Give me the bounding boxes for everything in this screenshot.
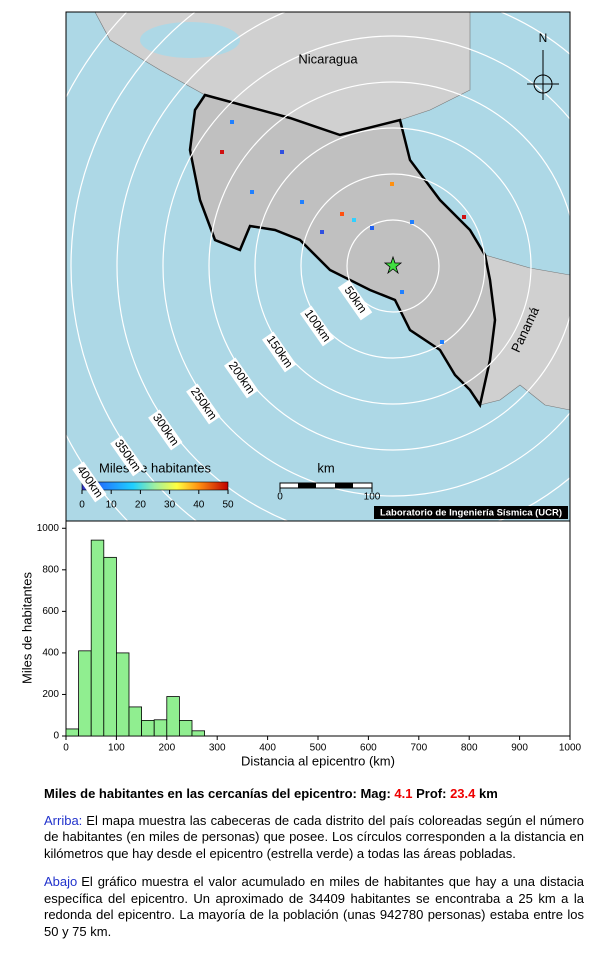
ring xyxy=(70,12,198,521)
ring xyxy=(162,35,570,497)
ring-label-bg xyxy=(299,305,335,347)
district xyxy=(390,182,394,186)
district xyxy=(370,226,374,230)
country-label: Nicaragua xyxy=(298,51,358,66)
text: Prof: xyxy=(416,786,447,801)
y-tick-label: 600 xyxy=(42,606,59,617)
y-tick-label: 0 xyxy=(53,731,59,742)
x-tick-label: 400 xyxy=(259,743,276,754)
ring-label-bg xyxy=(148,409,183,451)
district xyxy=(340,212,344,216)
colorbar-tick-label: 40 xyxy=(193,500,205,511)
ring-label-bg xyxy=(72,461,107,503)
x-tick-label: 300 xyxy=(209,743,226,754)
text: km xyxy=(479,786,498,801)
y-axis-label: Miles de habitantes xyxy=(19,571,34,684)
scalebar-tick-label: 100 xyxy=(364,492,381,503)
y-tick-label: 1000 xyxy=(37,523,60,534)
district xyxy=(220,150,224,154)
bar xyxy=(103,556,117,737)
ring xyxy=(300,173,486,359)
bar xyxy=(166,696,180,737)
rings xyxy=(66,12,570,521)
district xyxy=(462,215,466,219)
ring xyxy=(254,127,532,405)
ring-label-bg xyxy=(337,279,373,321)
colorbar xyxy=(81,481,229,491)
scalebar-tick-label: 0 xyxy=(277,492,283,503)
bar xyxy=(128,706,142,737)
lake xyxy=(140,22,240,58)
text: Miles de habitantes en las cercanías del… xyxy=(44,786,391,801)
colorbar-title: Miles de habitantes xyxy=(99,460,212,475)
colorbar-tick-label: 30 xyxy=(164,500,176,511)
y-tick-label: 400 xyxy=(42,648,59,659)
scalebar xyxy=(279,482,373,489)
bar xyxy=(191,730,206,737)
district xyxy=(410,220,414,224)
x-tick-label: 600 xyxy=(360,743,377,754)
ring-label-bg xyxy=(261,331,297,373)
bar xyxy=(178,720,193,737)
bar xyxy=(116,652,130,737)
lead: Arriba: xyxy=(44,812,83,828)
x-tick-label: 0 xyxy=(63,743,69,754)
caption-title: Miles de habitantes en las cercanías del… xyxy=(44,786,584,803)
mag: 4.1 xyxy=(394,786,413,801)
x-tick-label: 900 xyxy=(511,743,528,754)
text: El gráfico muestra el valor acumulado en… xyxy=(44,874,584,939)
colorbar-tick-label: 0 xyxy=(79,500,85,511)
map xyxy=(66,12,570,521)
district xyxy=(320,230,324,234)
x-axis-label: Distancia al epicentro (km) xyxy=(241,753,395,768)
x-tick-label: 800 xyxy=(461,743,478,754)
epicenter xyxy=(383,255,403,275)
bar xyxy=(153,719,168,737)
district xyxy=(280,150,284,154)
colorbar-tick-label: 10 xyxy=(106,500,118,511)
ring-label-bg xyxy=(186,383,221,425)
paragraph: Abajo El gráfico muestra el valor acumula… xyxy=(44,874,584,940)
plot-frame xyxy=(65,520,571,737)
ring-label-bg xyxy=(223,357,259,399)
figure: Nicaragua Panamá N Miles de habitantes k… xyxy=(19,11,582,768)
y-tick-label: 800 xyxy=(42,564,59,575)
text: El mapa muestra las cabeceras de cada di… xyxy=(44,812,584,861)
x-tick-label: 200 xyxy=(158,743,175,754)
districts xyxy=(220,120,466,344)
x-tick-label: 700 xyxy=(410,743,427,754)
x-tick-label: 1000 xyxy=(559,743,582,754)
x-tick-label: 500 xyxy=(310,743,327,754)
credit: Laboratorio de Ingeniería Sísmica (UCR) xyxy=(380,508,562,519)
district xyxy=(300,200,304,204)
ring xyxy=(346,219,440,313)
y-tick-label: 200 xyxy=(42,689,59,700)
ring xyxy=(116,12,570,521)
scalebar-title: km xyxy=(317,460,334,475)
ring-label-bg xyxy=(110,435,145,477)
bar xyxy=(141,720,155,737)
depth: 23.4 xyxy=(450,786,476,801)
credit-box xyxy=(374,506,568,519)
bar xyxy=(65,728,79,737)
bar xyxy=(90,539,105,737)
x-tick-label: 100 xyxy=(108,743,125,754)
caption: Miles de habitantes en las cercanías del… xyxy=(44,786,584,952)
district xyxy=(230,120,234,124)
district xyxy=(250,190,254,194)
colorbar-tick-label: 50 xyxy=(222,500,234,511)
north-label: N xyxy=(539,31,548,45)
district xyxy=(400,290,404,294)
district xyxy=(440,340,444,344)
ring xyxy=(208,81,570,451)
compass xyxy=(527,50,559,100)
colorbar-tick-label: 20 xyxy=(135,500,147,511)
paragraph: Arriba: El mapa muestra las cabeceras de … xyxy=(44,813,584,863)
district xyxy=(352,218,356,222)
bar xyxy=(78,650,92,737)
lead: Abajo xyxy=(44,874,78,889)
